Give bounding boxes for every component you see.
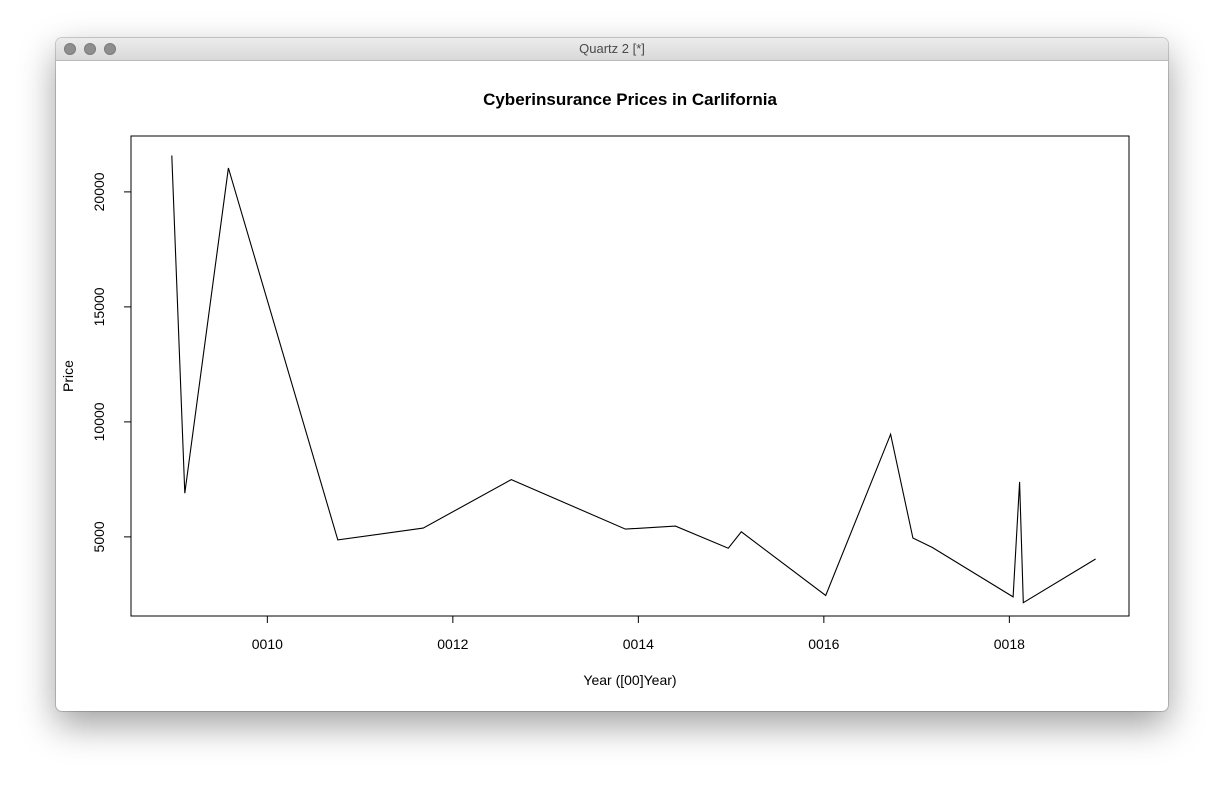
y-tick-label: 20000 (91, 172, 107, 211)
x-tick-label: 0016 (808, 636, 839, 652)
y-tick-label: 15000 (91, 287, 107, 326)
x-tick-label: 0012 (437, 636, 468, 652)
y-tick-label: 10000 (91, 402, 107, 441)
x-tick-label: 0014 (623, 636, 654, 652)
window-title: Quartz 2 [*] (579, 41, 645, 56)
plot-frame (130, 135, 1130, 617)
chart-title: Cyberinsurance Prices in Carlifornia (483, 90, 777, 109)
close-button[interactable] (64, 43, 76, 55)
zoom-button[interactable] (104, 43, 116, 55)
series-line-0 (171, 155, 1096, 604)
minimize-button[interactable] (84, 43, 96, 55)
x-tick-label: 0010 (252, 636, 283, 652)
x-axis-label: Year ([00]Year) (583, 672, 676, 688)
y-axis-label: Price (60, 360, 76, 392)
line-chart: Cyberinsurance Prices in Carlifornia 0010… (60, 90, 1130, 688)
window-titlebar[interactable]: Quartz 2 [*] (56, 38, 1168, 61)
plot-window: Quartz 2 [*] Cyberinsurance Prices in Ca… (56, 38, 1168, 711)
y-tick-label: 5000 (91, 521, 107, 552)
x-tick-label: 0018 (994, 636, 1025, 652)
